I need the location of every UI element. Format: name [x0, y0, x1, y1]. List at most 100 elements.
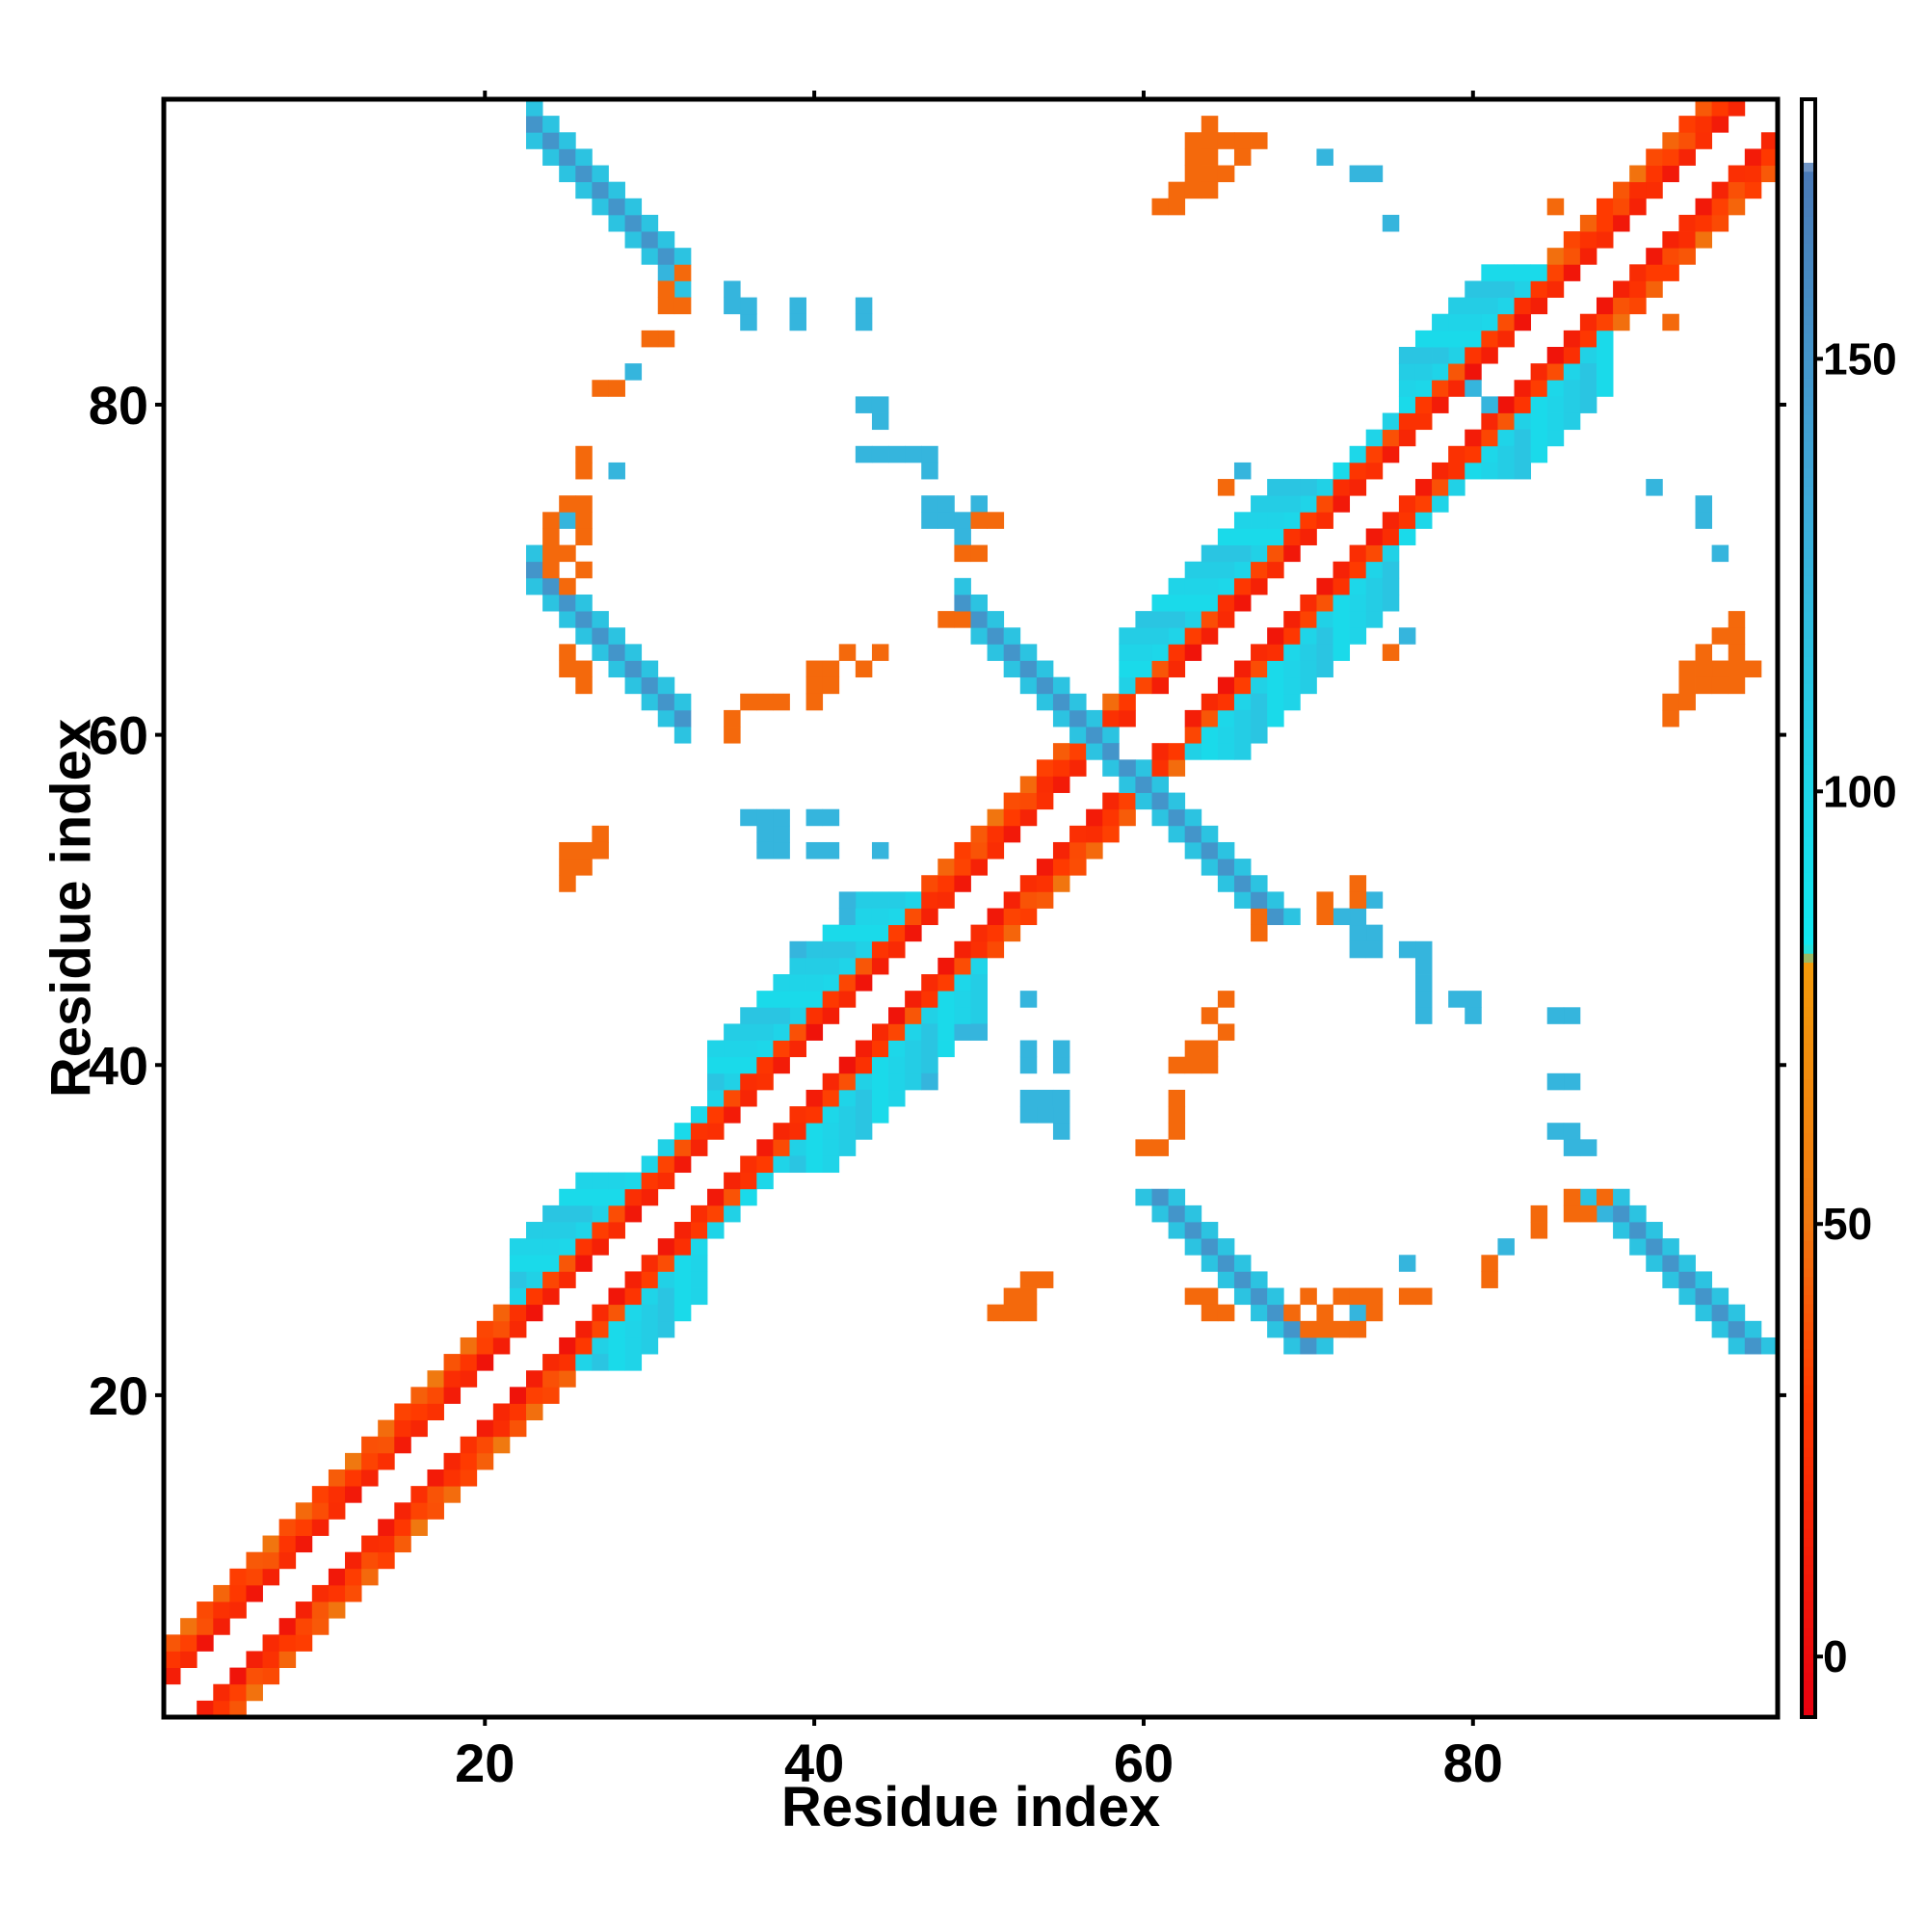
- heatmap-cell: [1481, 330, 1498, 348]
- heatmap-cell: [1563, 248, 1581, 265]
- heatmap-cell: [1316, 891, 1333, 909]
- heatmap-cell: [954, 577, 971, 595]
- heatmap-cell: [1086, 825, 1103, 843]
- heatmap-cell: [1414, 396, 1433, 413]
- heatmap-cell: [805, 1106, 824, 1124]
- colorbar-segment: [1802, 395, 1815, 406]
- heatmap-cell: [822, 660, 840, 678]
- heatmap-cell: [838, 957, 857, 975]
- heatmap-cell: [1349, 1287, 1367, 1306]
- heatmap-cell: [1267, 1320, 1284, 1338]
- heatmap-cell: [542, 116, 560, 133]
- heatmap-cell: [1019, 1089, 1038, 1107]
- heatmap-cell: [1662, 248, 1679, 265]
- heatmap-cell: [509, 1255, 527, 1272]
- heatmap-cell: [1646, 165, 1663, 183]
- heatmap-cell: [1151, 644, 1169, 661]
- heatmap-cell: [724, 1040, 741, 1058]
- colorbar-segment: [1802, 1546, 1815, 1556]
- heatmap-cell: [1365, 1287, 1384, 1306]
- heatmap-cell: [460, 1469, 478, 1487]
- colorbar-segment: [1802, 1690, 1815, 1700]
- heatmap-cell: [1695, 660, 1713, 678]
- heatmap-cell: [345, 1584, 362, 1602]
- heatmap-cell: [1300, 1287, 1317, 1306]
- colorbar-segment: [1802, 1231, 1815, 1242]
- colorbar-segment: [1802, 1078, 1815, 1089]
- heatmap-cell: [1119, 808, 1136, 827]
- heatmap-cell: [641, 1287, 659, 1306]
- heatmap-cell: [575, 611, 593, 628]
- heatmap-cell: [1283, 644, 1301, 661]
- heatmap-cell: [888, 940, 906, 959]
- heatmap-cell: [970, 627, 988, 645]
- heatmap-cell: [838, 940, 857, 959]
- heatmap-cell: [460, 1370, 478, 1388]
- heatmap-cell: [888, 1056, 906, 1074]
- heatmap-cell: [641, 676, 659, 695]
- heatmap-cell: [1596, 1204, 1614, 1223]
- heatmap-cell: [559, 1354, 576, 1371]
- heatmap-cell: [822, 1007, 840, 1024]
- heatmap-cell: [509, 1304, 527, 1322]
- heatmap-cell: [1613, 297, 1630, 315]
- heatmap-cell: [1514, 396, 1532, 413]
- heatmap-cell: [1414, 957, 1433, 975]
- heatmap-cell: [1695, 1304, 1713, 1322]
- heatmap-cell: [1349, 544, 1367, 563]
- plot-frame: [161, 96, 1781, 1720]
- heatmap-cell: [1497, 330, 1515, 348]
- heatmap-cell: [871, 1106, 889, 1124]
- heatmap-cell: [345, 1551, 362, 1570]
- colorbar-segment: [1802, 422, 1815, 433]
- heatmap-cell: [559, 594, 576, 612]
- heatmap-cell: [1267, 544, 1284, 563]
- heatmap-cell: [1563, 264, 1581, 281]
- heatmap-cell: [1414, 991, 1433, 1008]
- heatmap-cell: [1069, 859, 1087, 876]
- heatmap-cell: [608, 198, 625, 216]
- heatmap-cell: [1251, 908, 1268, 926]
- y-tick-label: 20: [89, 1365, 148, 1426]
- heatmap-cell: [1003, 908, 1021, 926]
- heatmap-cell: [1217, 841, 1235, 860]
- heatmap-cell: [575, 1354, 593, 1371]
- heatmap-cell: [954, 594, 971, 612]
- heatmap-cell: [328, 1601, 346, 1619]
- heatmap-cell: [789, 1139, 806, 1156]
- heatmap-cell: [673, 264, 692, 281]
- colorbar-segment: [1802, 611, 1815, 622]
- heatmap-cell: [673, 1304, 692, 1322]
- heatmap-cell: [724, 1072, 741, 1091]
- heatmap-cell: [1217, 693, 1235, 711]
- heatmap-cell: [1629, 1222, 1647, 1239]
- heatmap-cell: [1267, 512, 1284, 529]
- heatmap-cell: [1711, 181, 1729, 199]
- heatmap-cell: [394, 1436, 411, 1454]
- heatmap-cell: [1300, 479, 1317, 496]
- heatmap-cell: [1267, 908, 1284, 926]
- heatmap-cell: [1251, 561, 1268, 579]
- heatmap-cell: [559, 841, 576, 860]
- heatmap-cell: [1382, 512, 1400, 529]
- heatmap-cell: [724, 297, 741, 315]
- heatmap-cell: [394, 1403, 411, 1421]
- heatmap-cell: [1678, 214, 1696, 232]
- heatmap-cell: [822, 1089, 840, 1107]
- heatmap-cell: [1497, 313, 1515, 331]
- heatmap-cell: [1217, 561, 1235, 579]
- colorbar-segment: [1802, 1429, 1815, 1440]
- heatmap-cell: [641, 1304, 659, 1322]
- heatmap-cell: [740, 1089, 757, 1107]
- heatmap-cell: [575, 676, 593, 695]
- heatmap-cell: [1151, 808, 1169, 827]
- colorbar-segment: [1802, 1294, 1815, 1305]
- heatmap-cell: [1711, 544, 1729, 563]
- heatmap-cell: [1283, 627, 1301, 645]
- heatmap-cell: [838, 991, 857, 1008]
- heatmap-cell: [1233, 875, 1252, 892]
- heatmap-cell: [1546, 380, 1565, 397]
- heatmap-cell: [1069, 825, 1087, 843]
- heatmap-cell: [1481, 429, 1498, 447]
- heatmap-cell: [1251, 1271, 1268, 1288]
